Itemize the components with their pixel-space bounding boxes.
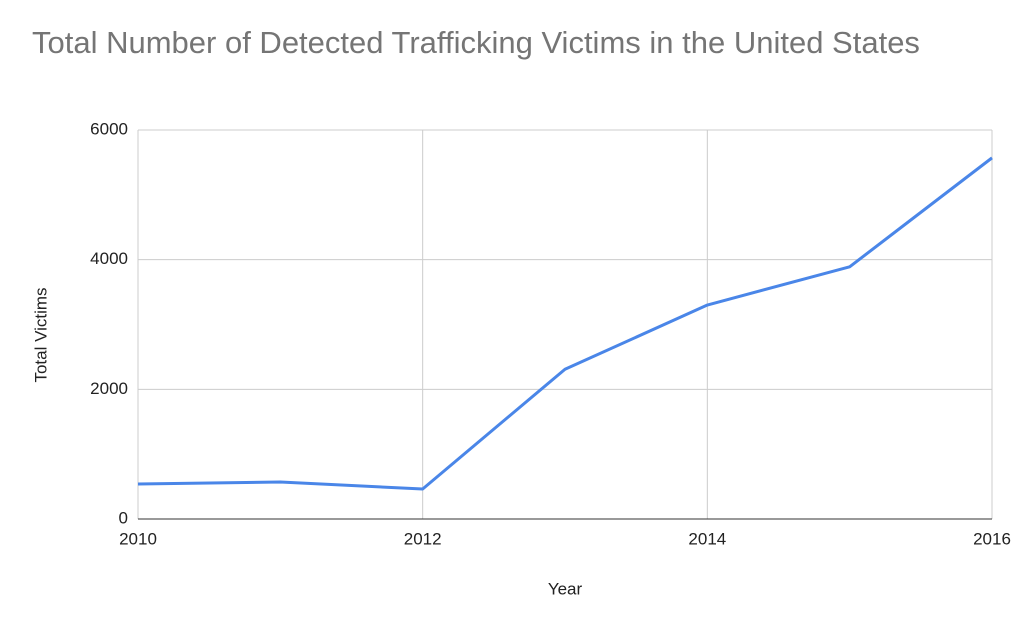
y-tick-label: 0 — [119, 508, 128, 527]
y-axis-label: Total Victims — [31, 287, 50, 382]
chart-title: Total Number of Detected Trafficking Vic… — [32, 25, 920, 60]
y-tick-label: 2000 — [90, 379, 128, 398]
y-tick-label: 4000 — [90, 249, 128, 268]
x-tick-label: 2010 — [119, 529, 157, 548]
x-tick-label: 2016 — [973, 529, 1011, 548]
x-tick-label: 2012 — [404, 529, 442, 548]
x-tick-label: 2014 — [688, 529, 726, 548]
line-series — [137, 156, 993, 491]
y-tick-label: 6000 — [90, 119, 128, 138]
x-axis-label: Year — [548, 579, 583, 598]
